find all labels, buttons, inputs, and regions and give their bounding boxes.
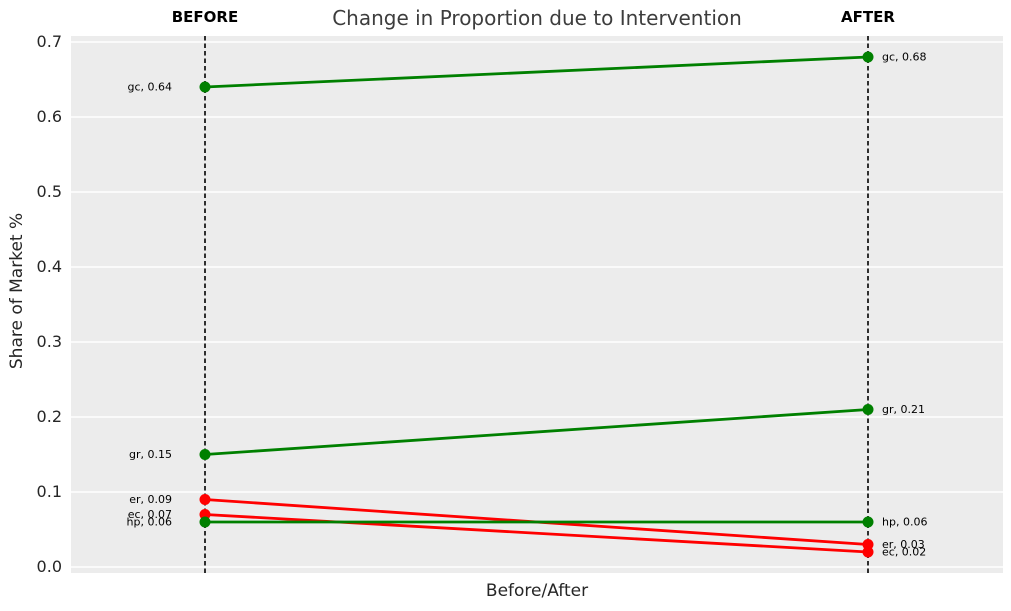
y-tick-label: 0.2 xyxy=(36,407,62,426)
point-hp-after xyxy=(862,516,874,528)
point-ec-after xyxy=(862,546,874,558)
plot-panel xyxy=(71,36,1003,573)
before-column-header: BEFORE xyxy=(171,8,239,26)
point-label-er-before: er, 0.09 xyxy=(129,493,172,506)
point-gr-after xyxy=(862,404,874,415)
point-label-hp-after: hp, 0.06 xyxy=(882,516,927,529)
point-label-gr-after: gr, 0.21 xyxy=(882,403,925,416)
y-tick-label: 0.1 xyxy=(36,482,62,501)
point-gc-after xyxy=(862,51,874,63)
point-label-gr-before: gr, 0.15 xyxy=(129,448,172,461)
y-tick-label: 0.4 xyxy=(36,257,62,276)
point-gr-before xyxy=(199,449,211,460)
y-tick-label: 0.0 xyxy=(36,557,62,576)
point-er-before xyxy=(199,494,211,505)
series-line-gr xyxy=(204,408,869,456)
y-tick-label: 0.7 xyxy=(36,32,62,51)
y-tick-label: 0.3 xyxy=(36,332,62,351)
point-label-gc-after: gc, 0.68 xyxy=(882,51,927,64)
y-tick-label: 0.5 xyxy=(36,182,62,201)
after-column-header: AFTER xyxy=(841,8,895,26)
point-label-gc-before: gc, 0.64 xyxy=(127,81,172,94)
point-label-hp-before: hp, 0.06 xyxy=(127,516,172,529)
series-line-gc xyxy=(204,55,869,89)
point-label-er-after: er, 0.03 xyxy=(882,538,925,551)
y-axis-label: Share of Market % xyxy=(7,212,27,370)
point-label-ec-before: ec, 0.07 xyxy=(128,508,172,521)
y-tick-label: 0.6 xyxy=(36,107,62,126)
point-hp-before xyxy=(199,516,211,528)
point-label-ec-after: ec, 0.02 xyxy=(882,546,926,559)
chart-title: Change in Proportion due to Intervention xyxy=(332,6,742,30)
point-gc-before xyxy=(199,81,211,93)
x-axis-label: Before/After xyxy=(485,581,589,601)
